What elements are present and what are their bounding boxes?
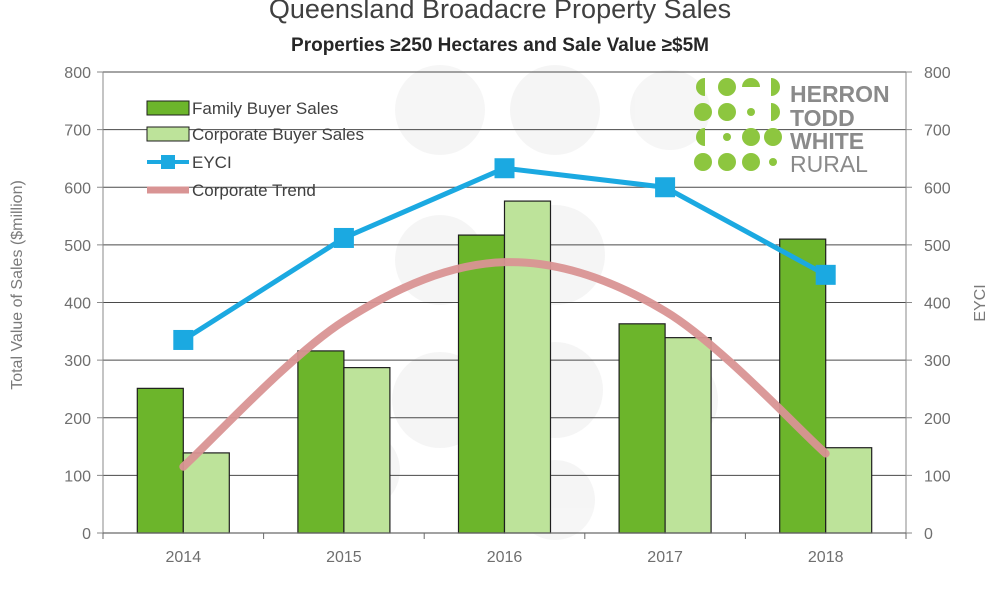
y-tick-label: 400 xyxy=(64,296,91,313)
logo-line-3: WHITE xyxy=(790,128,864,154)
legend-label: EYCI xyxy=(192,153,232,172)
logo-dot xyxy=(696,128,705,146)
bar-corporate-2018 xyxy=(825,447,873,534)
legend-swatch xyxy=(146,126,190,142)
bar-corporate-2015 xyxy=(343,367,391,534)
logo-line-1: HERRON xyxy=(790,81,890,107)
x-tick-label: 2014 xyxy=(166,549,202,566)
legend: Family Buyer Sales Corporate Buyer Sales E… xyxy=(146,99,364,200)
logo-dot xyxy=(723,133,731,141)
y2-tick-label: 500 xyxy=(924,238,951,255)
y-tick-label: 700 xyxy=(64,123,91,140)
logo-dot xyxy=(694,153,712,171)
logo-dot xyxy=(696,78,705,96)
logo-dot xyxy=(769,158,777,166)
logo-mark-icon xyxy=(694,78,782,171)
herron-todd-white-logo: HERRON TODD WHITE RURAL xyxy=(694,78,890,177)
bar-corporate-2017 xyxy=(664,337,712,534)
y2-tick-label: 0 xyxy=(924,526,933,543)
y2-tick-label: 600 xyxy=(924,180,951,197)
y2-tick-label: 700 xyxy=(924,123,951,140)
axes xyxy=(97,71,912,539)
y-tick-label: 500 xyxy=(64,238,91,255)
y-tick-label: 800 xyxy=(64,65,91,82)
eyci-marker-2018 xyxy=(815,264,836,285)
y-tick-label: 300 xyxy=(64,353,91,370)
logo-dot xyxy=(771,103,780,121)
y2-axis-label: EYCI xyxy=(972,284,989,321)
line-series xyxy=(173,158,836,471)
y-axis-label: Total Value of Sales ($million) xyxy=(9,180,26,390)
bar-family-2017 xyxy=(618,323,666,534)
x-tick-label: 2016 xyxy=(487,549,523,566)
bar-family-2014 xyxy=(136,387,184,534)
bar-family-2015 xyxy=(297,350,345,534)
y2-tick-label: 300 xyxy=(924,353,951,370)
y-tick-label: 600 xyxy=(64,180,91,197)
y2-tick-label: 100 xyxy=(924,468,951,485)
y2-tick-label: 200 xyxy=(924,411,951,428)
logo-dot xyxy=(742,128,760,146)
legend-label: Corporate Trend xyxy=(192,181,316,200)
x-tick-label: 2015 xyxy=(326,549,362,566)
logo-line-2: TODD xyxy=(790,105,855,131)
legend-marker xyxy=(161,155,175,169)
eyci-marker-2015 xyxy=(333,227,354,248)
y-tick-label: 200 xyxy=(64,411,91,428)
watermark-circle xyxy=(395,65,485,155)
y-tick-label: 100 xyxy=(64,468,91,485)
watermark-circle xyxy=(510,65,600,155)
y-tick-label: 0 xyxy=(82,526,91,543)
eyci-marker-2014 xyxy=(173,329,194,350)
logo-dot xyxy=(718,153,736,171)
logo-dot xyxy=(694,103,712,121)
bar-corporate-2014 xyxy=(182,452,230,534)
logo-dot xyxy=(747,108,755,116)
bar-series xyxy=(136,200,873,534)
legend-label: Family Buyer Sales xyxy=(192,99,338,118)
legend-swatch xyxy=(146,100,190,116)
logo-dot xyxy=(718,78,736,96)
x-tick-label: 2017 xyxy=(647,549,683,566)
corporate-trend-line xyxy=(179,258,830,471)
logo-dot xyxy=(742,153,760,171)
legend-label: Corporate Buyer Sales xyxy=(192,125,364,144)
logo-dot xyxy=(718,103,736,121)
eyci-marker-2016 xyxy=(494,158,515,179)
y2-tick-label: 400 xyxy=(924,296,951,313)
chart-title: Queensland Broadacre Property Sales xyxy=(269,0,731,24)
bar-corporate-2016 xyxy=(503,200,552,534)
y2-tick-label: 800 xyxy=(924,65,951,82)
logo-dot xyxy=(742,78,760,87)
eyci-marker-2017 xyxy=(655,177,676,198)
logo-dot xyxy=(764,128,782,146)
bar-family-2016 xyxy=(457,234,506,534)
logo-dot xyxy=(771,78,780,96)
x-tick-label: 2018 xyxy=(808,549,844,566)
chart-subtitle: Properties ≥250 Hectares and Sale Value … xyxy=(291,35,709,56)
tick-labels: 0 100 200 300 400 500 600 700 800 0 100 200 300 400 50… xyxy=(64,65,951,566)
logo-line-4: RURAL xyxy=(790,151,868,177)
